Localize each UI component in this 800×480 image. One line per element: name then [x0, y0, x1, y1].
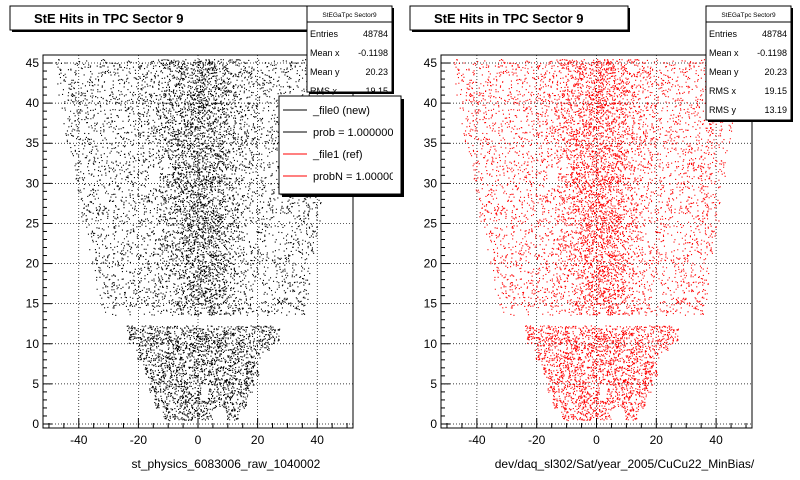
y-tick-label: 0: [32, 417, 39, 431]
stats-label: Mean x: [310, 48, 340, 58]
y-tick-label: 40: [26, 96, 40, 110]
y-tick-label: 35: [424, 136, 438, 150]
x-tick-label: -40: [468, 433, 486, 447]
y-tick-label: 10: [424, 337, 438, 351]
axis-ticks: [441, 62, 747, 428]
stats-label: Mean y: [709, 67, 739, 77]
stats-label: Mean x: [709, 48, 739, 58]
y-tick-label: 10: [26, 337, 40, 351]
legend: _file0 (new) prob = 1.000000 _file1 (ref) p…: [283, 105, 401, 183]
legend-label: prob = 1.000000: [313, 127, 393, 139]
stats-value: 48784: [762, 29, 787, 39]
chart-title: StE Hits in TPC Sector 9: [434, 11, 584, 26]
stats-label: RMS x: [310, 86, 338, 96]
y-tick-label: 45: [424, 56, 438, 70]
legend-label: probN = 1.000000: [313, 171, 401, 183]
stats-label: RMS y: [709, 105, 737, 115]
y-tick-label: 30: [424, 176, 438, 190]
y-tick-label: 40: [424, 96, 438, 110]
legend-entries: _file0 (new) prob = 1.000000 _file1 (ref) p…: [283, 105, 401, 183]
x-tick-label: 0: [593, 433, 600, 447]
stats-box: [705, 5, 792, 121]
x-tick-label: -40: [70, 433, 88, 447]
stats-value: 19.15: [365, 86, 388, 96]
hit-points: [55, 59, 340, 422]
y-tick-label: 35: [26, 136, 40, 150]
y-tick-label: 20: [424, 257, 438, 271]
y-tick-label: 45: [26, 56, 40, 70]
stats-value: 20.23: [764, 67, 787, 77]
x-tick-label: -20: [528, 433, 546, 447]
y-tick-label: 15: [26, 297, 40, 311]
y-tick-label: 30: [26, 176, 40, 190]
x-axis-label: st_physics_6083006_raw_1040002: [131, 457, 320, 471]
y-tick-label: 25: [26, 216, 40, 230]
title-box: [409, 5, 629, 31]
stats-label: Entries: [310, 29, 339, 39]
x-tick-label: 20: [650, 433, 664, 447]
y-tick-label: 20: [26, 257, 40, 271]
y-tick-label: 25: [424, 216, 438, 230]
grid: [441, 55, 752, 428]
x-tick-label: 40: [311, 433, 325, 447]
stats-name: StEGaTpc Sector9: [322, 12, 377, 19]
x-tick-label: 40: [709, 433, 723, 447]
stats-value: 48784: [363, 29, 388, 39]
stats-value: 19.15: [764, 86, 787, 96]
y-tick-label: 5: [430, 377, 437, 391]
stats-name: StEGaTpc Sector9: [721, 12, 776, 19]
y-tick-label: 0: [430, 417, 437, 431]
y-tick-label: 15: [424, 297, 438, 311]
legend-label: _file1 (ref): [312, 149, 363, 161]
stats-value: -0.1198: [358, 48, 388, 58]
stats-label: Mean y: [310, 67, 340, 77]
legend-label: _file0 (new): [312, 105, 370, 117]
chart-title: StE Hits in TPC Sector 9: [34, 11, 184, 26]
stats-label: RMS x: [709, 86, 737, 96]
x-tick-label: 0: [195, 433, 202, 447]
chart-panel-2: -40 -20 0 20 40 0 5 10 15 20 25 30 35 40 45 dev/daq_sl3…: [409, 5, 793, 471]
stats-value: 20.23: [365, 67, 388, 77]
hit-points: [453, 59, 739, 422]
stats-value: -0.1198: [757, 48, 787, 58]
chart-panel-1: -40 -20 0 20 40 0 5 10 15 20 25 30 35 40 45 st_physics_…: [9, 5, 404, 471]
stats-box: [306, 5, 393, 93]
stats-label: Entries: [709, 29, 738, 39]
axis-ticks: [43, 62, 348, 428]
y-tick-label: 5: [32, 377, 39, 391]
x-tick-label: -20: [130, 433, 148, 447]
stats-value: 13.19: [764, 105, 787, 115]
x-axis-label: dev/daq_sl302/Sat/year_2005/CuCu22_MinBi…: [495, 457, 755, 471]
legend-box: [278, 95, 402, 195]
x-tick-label: 20: [251, 433, 265, 447]
